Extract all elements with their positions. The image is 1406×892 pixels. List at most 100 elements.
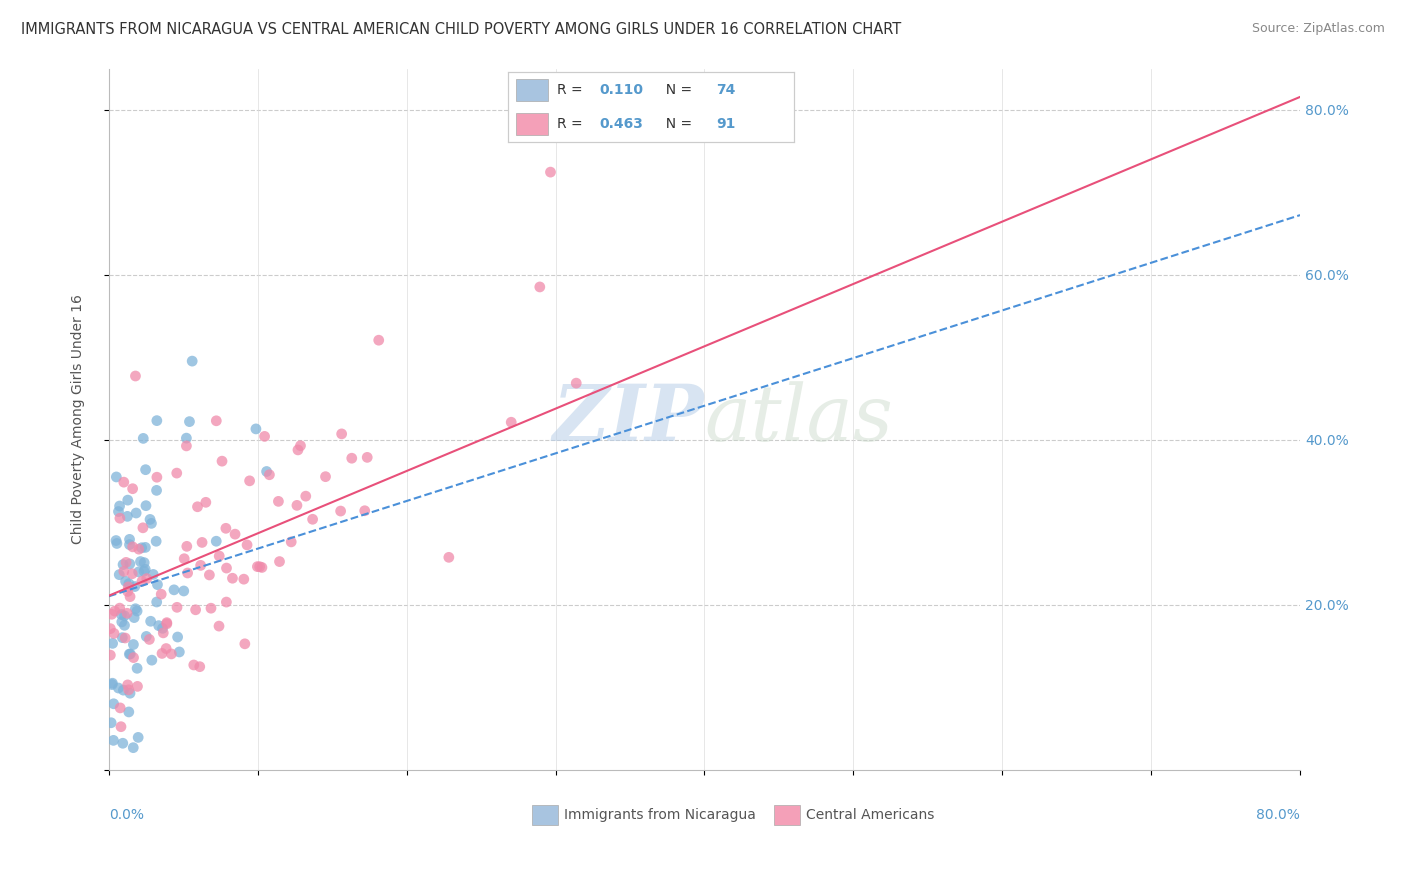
- Point: [98, 648, 121, 662]
- Point: [188, 659, 211, 673]
- Point: [124, 601, 146, 615]
- Point: [145, 483, 167, 498]
- Point: [208, 619, 231, 633]
- Point: [246, 559, 269, 574]
- Point: [122, 610, 145, 624]
- Point: [101, 636, 124, 650]
- Point: [128, 565, 150, 579]
- Point: [176, 431, 198, 445]
- Point: [120, 590, 142, 604]
- Point: [111, 615, 134, 629]
- Point: [166, 630, 188, 644]
- Point: [104, 604, 127, 618]
- Point: [256, 465, 278, 479]
- Point: [156, 615, 179, 630]
- Point: [215, 521, 238, 535]
- Point: [105, 536, 128, 550]
- Point: [208, 549, 231, 563]
- Point: [176, 566, 198, 580]
- Point: [181, 354, 204, 368]
- Point: [155, 641, 177, 656]
- Point: [287, 442, 309, 457]
- Point: [329, 504, 352, 518]
- Point: [103, 626, 125, 640]
- Point: [142, 567, 165, 582]
- Point: [118, 576, 141, 591]
- Point: [146, 414, 169, 428]
- Point: [301, 512, 323, 526]
- Point: [224, 527, 246, 541]
- Point: [135, 463, 157, 477]
- Point: [353, 504, 375, 518]
- Point: [141, 516, 163, 531]
- Point: [186, 500, 208, 514]
- Point: [108, 601, 131, 615]
- Point: [127, 679, 149, 693]
- Point: [122, 638, 145, 652]
- Point: [146, 577, 169, 591]
- Point: [129, 555, 152, 569]
- Point: [259, 467, 281, 482]
- Point: [148, 618, 170, 632]
- Point: [540, 165, 562, 179]
- Point: [105, 470, 128, 484]
- Point: [232, 572, 254, 586]
- Point: [437, 550, 460, 565]
- Point: [173, 551, 195, 566]
- Point: [107, 504, 129, 518]
- Point: [367, 333, 389, 347]
- Point: [101, 676, 124, 690]
- Y-axis label: Child Poverty Among Girls Under 16: Child Poverty Among Girls Under 16: [72, 294, 86, 544]
- Point: [166, 600, 188, 615]
- Point: [135, 629, 157, 643]
- Point: [118, 557, 141, 571]
- Point: [111, 736, 134, 750]
- Point: [112, 683, 135, 698]
- Point: [285, 499, 308, 513]
- Text: IMMIGRANTS FROM NICARAGUA VS CENTRAL AMERICAN CHILD POVERTY AMONG GIRLS UNDER 16: IMMIGRANTS FROM NICARAGUA VS CENTRAL AME…: [21, 22, 901, 37]
- Point: [108, 511, 131, 525]
- Point: [132, 564, 155, 578]
- Point: [118, 682, 141, 697]
- Point: [134, 541, 156, 555]
- FancyBboxPatch shape: [773, 805, 800, 824]
- Point: [100, 715, 122, 730]
- Point: [110, 607, 132, 622]
- Point: [184, 603, 207, 617]
- Point: [122, 740, 145, 755]
- Point: [115, 607, 138, 621]
- Point: [132, 521, 155, 535]
- Point: [112, 558, 135, 572]
- Point: [118, 686, 141, 700]
- Point: [152, 621, 174, 635]
- Point: [100, 607, 122, 622]
- Point: [221, 571, 243, 585]
- Point: [117, 509, 139, 524]
- Point: [121, 482, 143, 496]
- Point: [215, 595, 238, 609]
- Point: [117, 584, 139, 599]
- Point: [134, 562, 156, 576]
- Point: [121, 540, 143, 554]
- Point: [127, 661, 149, 675]
- Point: [163, 582, 186, 597]
- Point: [200, 601, 222, 615]
- Point: [250, 560, 273, 574]
- Point: [112, 565, 135, 579]
- Point: [356, 450, 378, 465]
- Point: [105, 533, 128, 548]
- Text: Immigrants from Nicaragua: Immigrants from Nicaragua: [564, 808, 756, 822]
- Point: [294, 489, 316, 503]
- Point: [112, 475, 135, 490]
- Point: [150, 587, 173, 601]
- Point: [117, 493, 139, 508]
- Point: [132, 431, 155, 445]
- Text: ZIP: ZIP: [553, 381, 704, 458]
- Text: Source: ZipAtlas.com: Source: ZipAtlas.com: [1251, 22, 1385, 36]
- Point: [565, 376, 588, 391]
- Point: [290, 439, 312, 453]
- Point: [211, 454, 233, 468]
- Point: [169, 645, 191, 659]
- Point: [138, 632, 160, 647]
- Point: [198, 568, 221, 582]
